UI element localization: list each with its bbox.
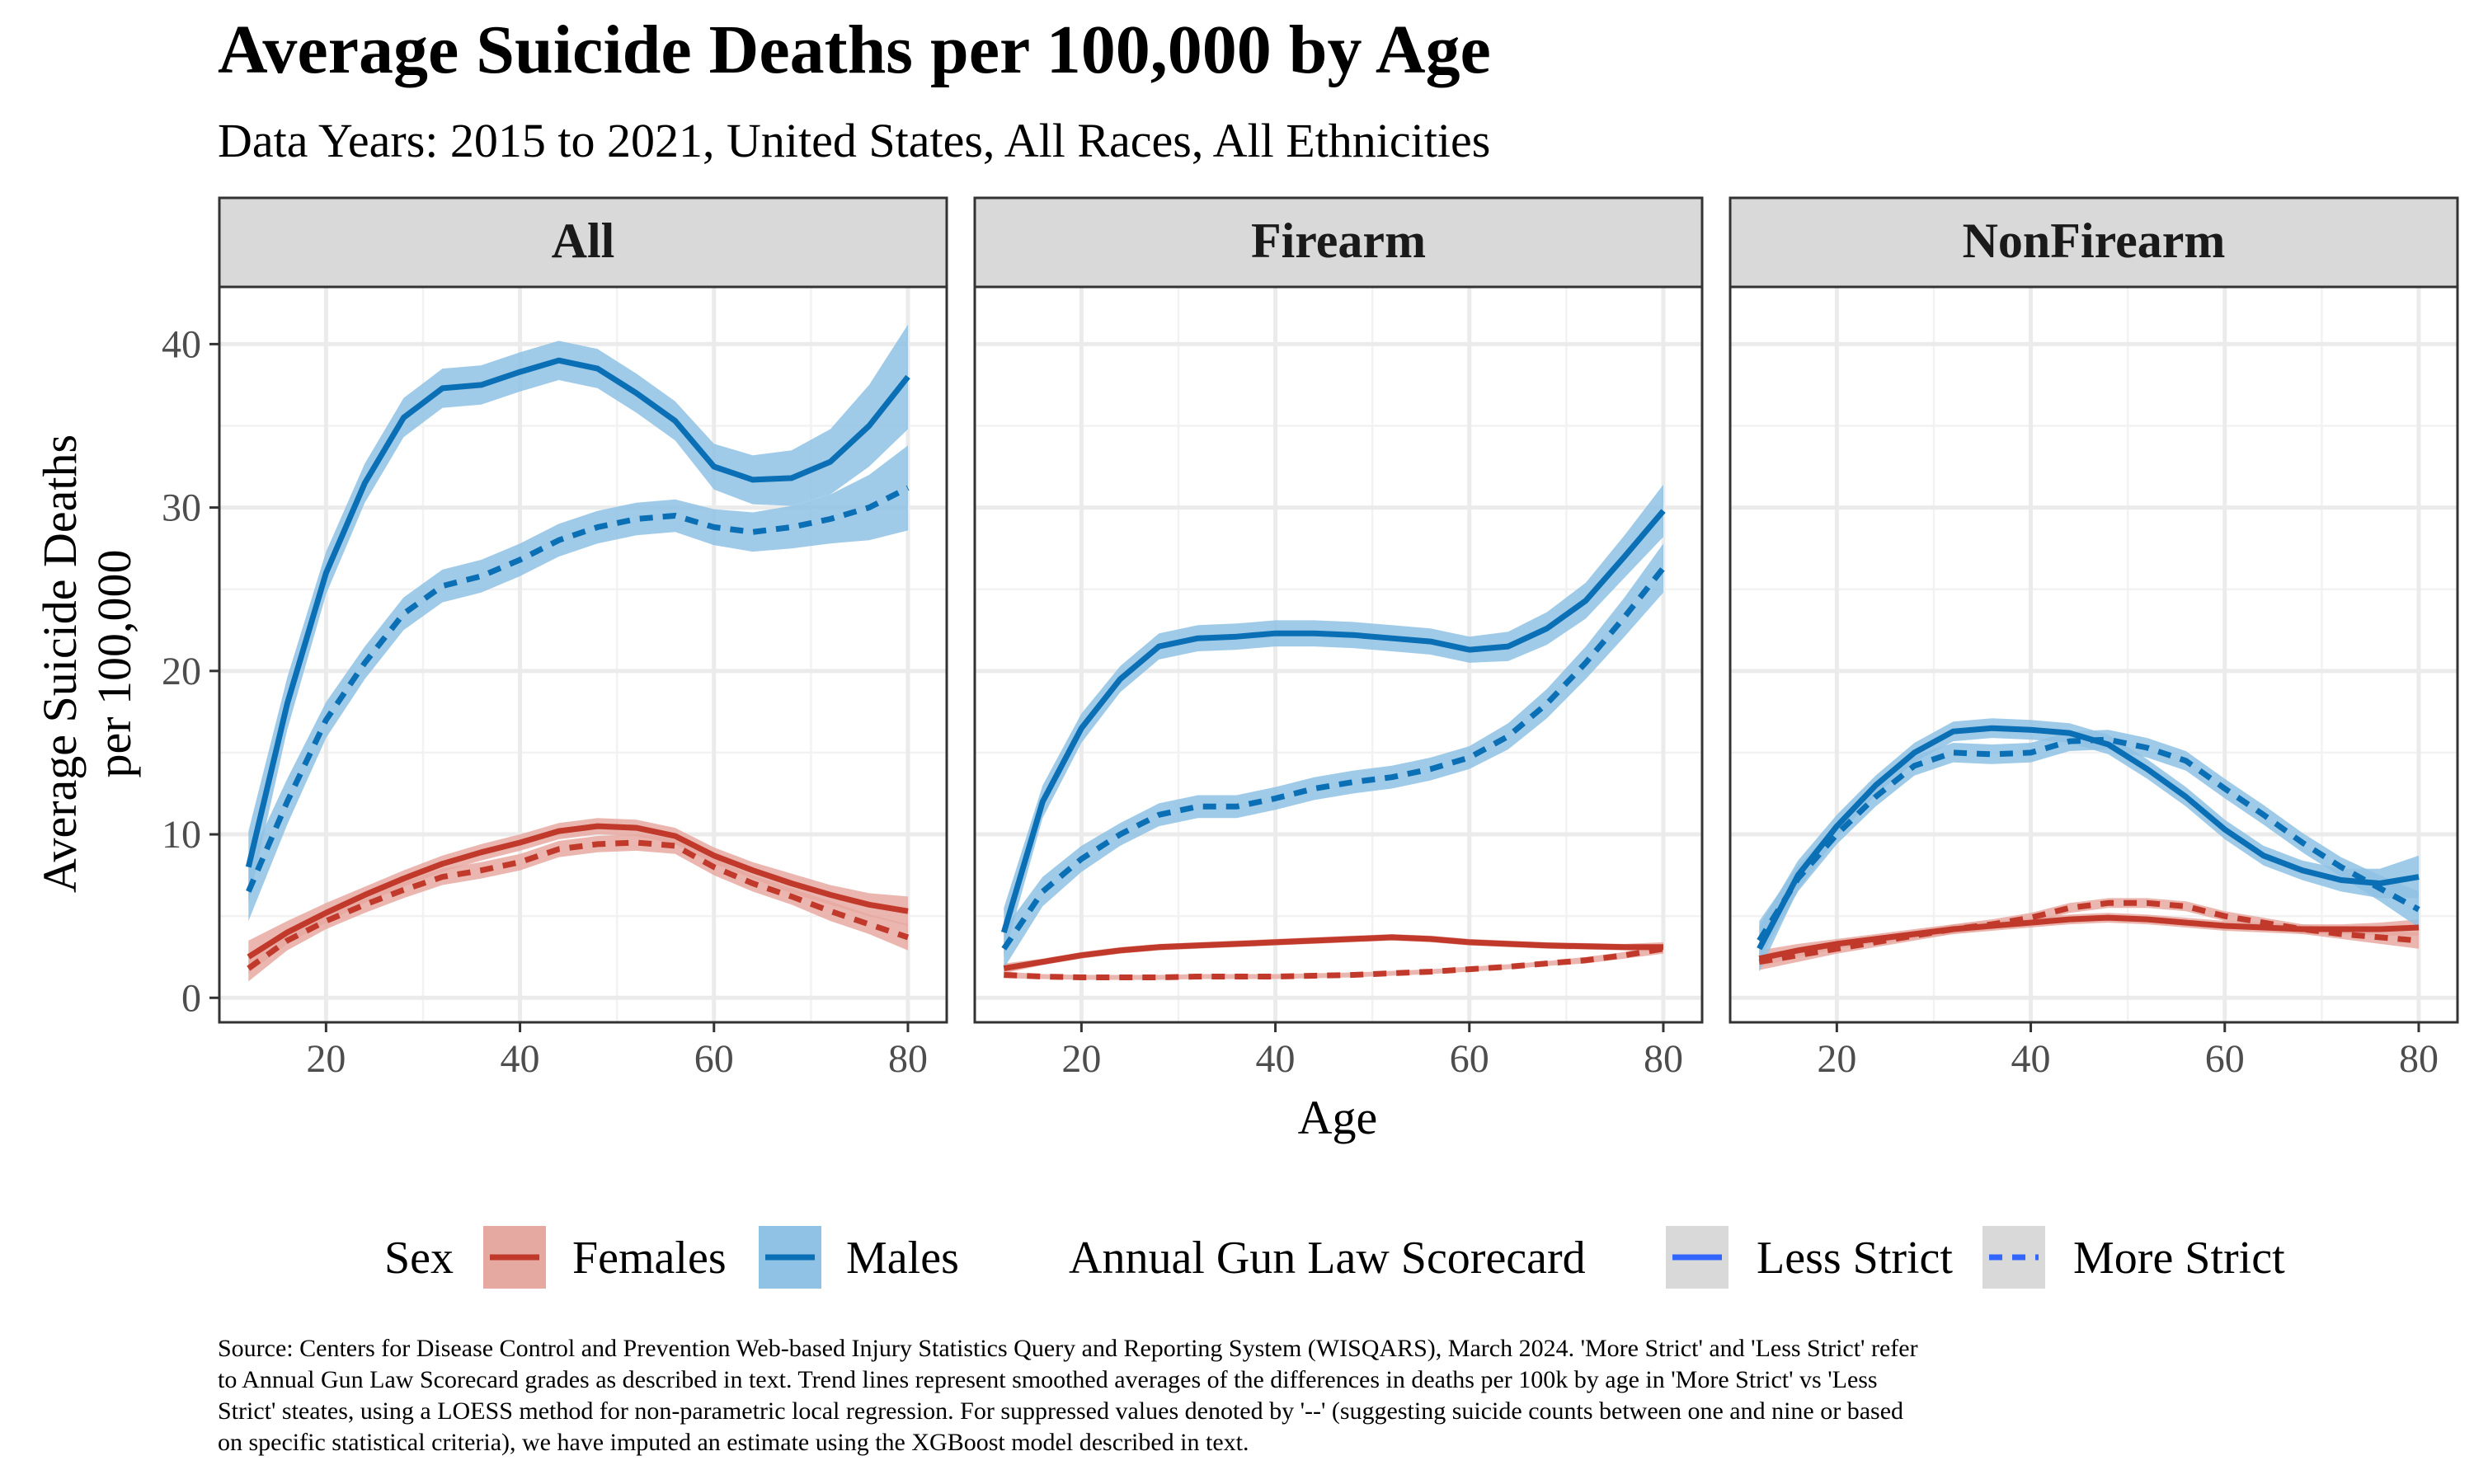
confidence-band-males-more-strict (248, 445, 908, 922)
x-tick-label: 40 (1256, 1037, 1296, 1081)
y-axis-label: Average Suicide Deathsper 100,000 (33, 434, 141, 893)
x-tick-label: 60 (1450, 1037, 1489, 1081)
confidence-band-females-more-strict (1759, 898, 2419, 970)
facet-strip (973, 196, 1704, 289)
legend-key-less-strict (1666, 1226, 1729, 1289)
legend: Sex Females Males Annual Gun Law Scorecard L… (384, 1226, 2285, 1289)
x-tick-label: 40 (2011, 1037, 2051, 1081)
series-line-females-less-strict (247, 823, 909, 960)
facet-strip-label: All (552, 214, 615, 268)
panel-frame (1729, 285, 2459, 1024)
y-tick-label: 10 (162, 813, 201, 857)
y-axis-title-line: per 100,000 (87, 549, 141, 777)
plot-background (1730, 287, 2458, 1022)
series-line-males-less-strict (1000, 509, 1666, 933)
legend-key-more-strict (1982, 1226, 2045, 1289)
x-tick-label: 20 (1061, 1037, 1101, 1081)
panel-firearm: Firearm 20 40 60 80 (973, 196, 1704, 1081)
series-line-females-more-strict (1758, 899, 2420, 965)
legend-key-females (483, 1226, 546, 1289)
caption-line: Source: Centers for Disease Control and … (218, 1335, 1918, 1362)
x-tick-label: 60 (2205, 1037, 2245, 1081)
series-line-males-more-strict (246, 485, 910, 893)
series-line-females-more-strict (247, 839, 910, 971)
x-tick-label: 80 (1644, 1037, 1683, 1081)
panel-all: All 20 40 60 80 0 10 20 30 40 (162, 196, 948, 1081)
series-line-males-more-strict (1001, 566, 1666, 951)
legend-title-law: Annual Gun Law Scorecard (1069, 1233, 1586, 1284)
x-tick-label: 20 (1817, 1037, 1856, 1081)
x-tick-label: 80 (2399, 1037, 2439, 1081)
legend-title-sex: Sex (384, 1233, 454, 1284)
y-axis-title: Average Suicide Deathsper 100,000 (33, 434, 141, 893)
facet-strip (218, 196, 948, 289)
caption-line: to Annual Gun Law Scorecard grades as de… (218, 1366, 1878, 1393)
x-tick-label: 60 (694, 1037, 734, 1081)
series-line-males-less-strict (245, 357, 910, 868)
caption: Source: Centers for Disease Control and … (218, 1335, 1918, 1456)
panel-frame (218, 285, 948, 1024)
confidence-band-males-less-strict (248, 324, 908, 904)
series-line-females-more-strict (1004, 946, 1664, 980)
series-line-females-less-strict (1003, 934, 1663, 972)
x-axis-label: Age (1298, 1091, 1378, 1144)
y-tick-label: 40 (162, 322, 201, 366)
legend-label-females: Females (572, 1233, 727, 1284)
x-tick-label: 40 (501, 1037, 540, 1081)
panel-nonfirearm: NonFirearm 20 40 60 80 (1729, 196, 2459, 1081)
facet-strip-label: NonFirearm (1963, 214, 2226, 268)
x-tick-label: 20 (306, 1037, 346, 1081)
facet-strip (1729, 196, 2459, 289)
chart-title: Average Suicide Deaths per 100,000 by Ag… (218, 12, 1491, 88)
legend-label-less-strict: Less Strict (1757, 1233, 1953, 1284)
y-tick-label: 30 (162, 486, 201, 530)
facet-strip-label: Firearm (1251, 214, 1426, 268)
y-tick-label: 20 (162, 650, 201, 693)
y-axis-title-line: Average Suicide Deaths (33, 434, 87, 893)
caption-line: Strict' steates, using a LOESS method fo… (218, 1397, 1903, 1425)
panel-frame (973, 285, 1704, 1024)
y-tick-label: 0 (181, 976, 201, 1020)
confidence-band-females-more-strict (1004, 943, 1663, 980)
x-tick-label: 80 (888, 1037, 928, 1081)
legend-key-males (759, 1226, 821, 1289)
legend-label-males: Males (846, 1233, 959, 1284)
legend-label-more-strict: More Strict (2073, 1233, 2285, 1284)
caption-line: on specific statistical criteria), we ha… (218, 1429, 1249, 1456)
series-line-males-less-strict (1757, 725, 2420, 951)
chart-subtitle: Data Years: 2015 to 2021, United States,… (218, 114, 1490, 167)
